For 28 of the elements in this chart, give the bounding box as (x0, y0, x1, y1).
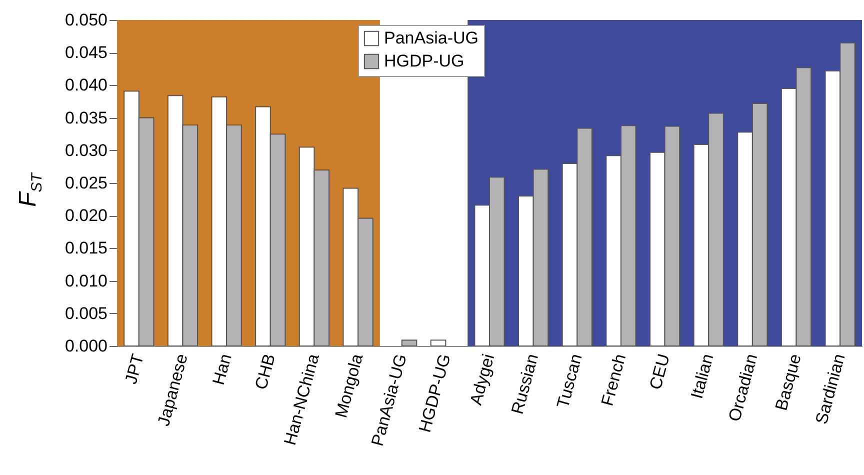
legend-label: HGDP-UG (384, 52, 464, 70)
x-tick-label: Orcadian (724, 352, 762, 424)
x-tick-label: CHB (251, 352, 280, 392)
y-tick-label: 0.050 (64, 10, 108, 30)
x-tick-label: French (598, 352, 630, 408)
y-tick-label: 0.015 (64, 238, 108, 258)
x-tick-label: Mongola (331, 351, 367, 420)
y-tick-label: 0.035 (64, 108, 108, 128)
x-tick-label: Italian (687, 352, 718, 401)
x-tick-label: Adygei (466, 352, 498, 408)
y-tick-label: 0.020 (64, 206, 108, 226)
bar (430, 340, 446, 346)
y-tick-label: 0.045 (64, 43, 108, 62)
y-tick-label: 0.025 (64, 174, 108, 192)
y-tick-label: 0.000 (64, 336, 108, 356)
x-tick-label: Basque (772, 352, 805, 413)
y-tick-label: 0.005 (64, 304, 108, 323)
x-tick-label: Russian (508, 352, 542, 416)
y-tick-label: 0.010 (64, 271, 108, 290)
x-tick-label: JPT (121, 352, 148, 386)
x-tick-label: Sardinian (812, 352, 849, 426)
x-tick-label: Tuscan (553, 352, 586, 410)
y-tick-label: 0.040 (64, 76, 108, 95)
x-tick-label: CEU (646, 352, 674, 392)
bar (401, 340, 418, 346)
legend-label: PanAsia-UG (384, 28, 478, 48)
x-tick-label: Han (208, 352, 236, 387)
y-tick-label: 0.030 (64, 140, 108, 160)
